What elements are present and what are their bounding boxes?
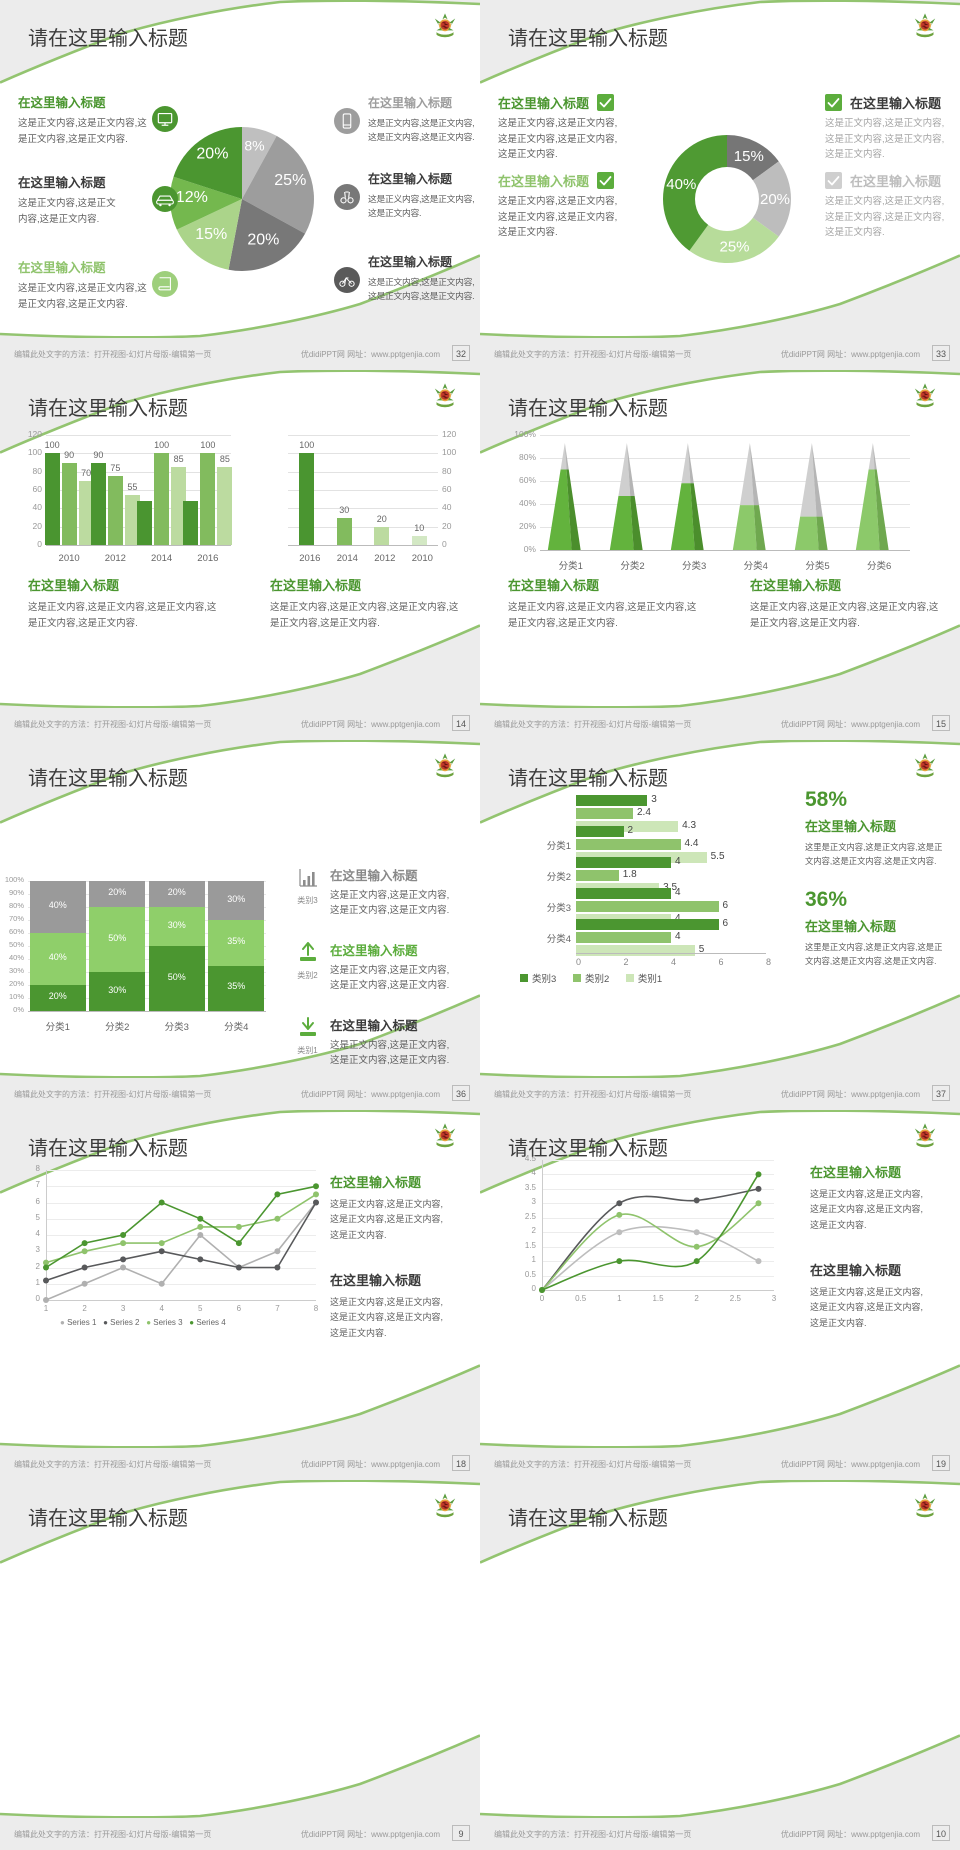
svg-text:20%: 20% [196,145,228,162]
svg-text:12%: 12% [176,189,208,206]
svg-text:25%: 25% [274,172,306,189]
svg-text:15%: 15% [734,148,764,165]
svg-text:20%: 20% [247,232,279,249]
svg-text:8%: 8% [244,137,264,153]
svg-text:20%: 20% [760,191,790,208]
svg-text:15%: 15% [195,226,227,243]
svg-text:25%: 25% [719,238,749,255]
